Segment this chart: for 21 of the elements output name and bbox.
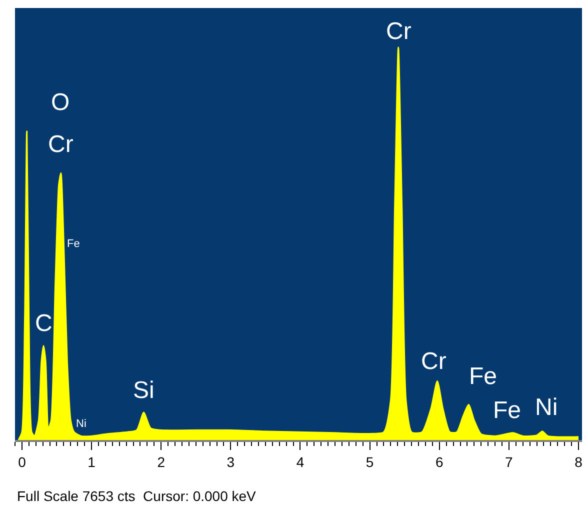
annotation: C — [35, 310, 52, 337]
annotation: Si — [133, 377, 154, 404]
annotation: Cr — [386, 18, 412, 45]
annotation: Ni — [535, 394, 558, 421]
annotation: Fe — [469, 363, 498, 390]
x-tick-label: 5 — [366, 454, 374, 470]
annotation: O — [51, 89, 70, 116]
annotation: Cr — [48, 131, 74, 158]
x-tick-label: 0 — [18, 454, 26, 470]
annotation: Ni — [76, 418, 86, 430]
x-tick-label: 8 — [574, 454, 583, 470]
x-tick-label: 2 — [157, 454, 166, 470]
x-tick-label: 7 — [505, 454, 514, 470]
annotation: Fe — [493, 397, 522, 424]
text: Full Scale 7653 cts Cursor: 0.000 keV — [17, 488, 257, 504]
x-tick-label: 6 — [435, 454, 444, 470]
x-tick-label: 1 — [88, 454, 96, 470]
annotation: Fe — [67, 238, 80, 250]
annotation: Cr — [421, 348, 446, 375]
x-tick-label: 3 — [226, 454, 235, 470]
x-tick-label: 4 — [296, 454, 304, 470]
